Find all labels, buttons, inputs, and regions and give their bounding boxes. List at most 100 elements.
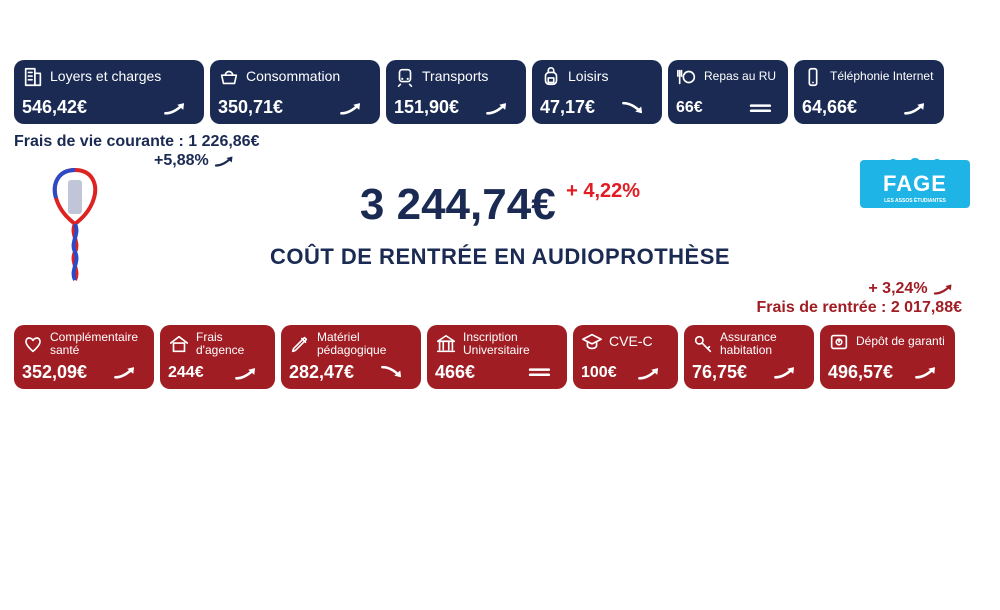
card-label: Inscription Universitaire bbox=[463, 331, 559, 357]
building-icon bbox=[22, 66, 44, 88]
center-amount-block: 3 244,74€ + 4,22% bbox=[14, 180, 986, 230]
card-label: Dépôt de garanti bbox=[856, 335, 945, 348]
card-header: CVE-C bbox=[581, 331, 670, 353]
grad-icon bbox=[581, 331, 603, 353]
card-value: 496,57€ bbox=[828, 362, 893, 383]
basket-icon bbox=[218, 66, 240, 88]
top-summary-delta: +5,88% bbox=[154, 152, 209, 169]
safe-icon bbox=[828, 331, 850, 353]
card-label: Repas au RU bbox=[704, 70, 776, 83]
card-header: Matériel pédagogique bbox=[289, 331, 413, 357]
card-value: 66€ bbox=[676, 99, 703, 117]
cost-card: Assurance habitation 76,75€ bbox=[684, 325, 814, 389]
card-value-row: 282,47€ bbox=[289, 362, 413, 383]
fage-logo: FAGE LES ASSOS ÉTUDIANTES bbox=[860, 160, 970, 208]
card-header: Loisirs bbox=[540, 66, 654, 88]
cost-card: Loyers et charges 546,42€ bbox=[14, 60, 204, 124]
card-header: Loyers et charges bbox=[22, 66, 196, 88]
backpack-icon bbox=[540, 66, 562, 88]
trend-down-icon bbox=[620, 98, 654, 118]
cost-card: CVE-C 100€ bbox=[573, 325, 678, 389]
pen-icon bbox=[289, 333, 311, 355]
trend-down-icon bbox=[379, 362, 413, 382]
card-header: Frais d'agence bbox=[168, 331, 267, 357]
bottom-summary-label: Frais de rentrée : bbox=[757, 299, 887, 316]
top-summary-value: 1 226,86€ bbox=[188, 133, 259, 150]
cost-card: Complémentaire santé 352,09€ bbox=[14, 325, 154, 389]
cost-card: Téléphonie Internet 64,66€ bbox=[794, 60, 944, 124]
card-value-row: 151,90€ bbox=[394, 97, 518, 118]
top-summary-label: Frais de vie courante : bbox=[14, 133, 184, 150]
card-header: Inscription Universitaire bbox=[435, 331, 559, 357]
trend-up-icon bbox=[213, 152, 243, 170]
card-value-row: 64,66€ bbox=[802, 97, 936, 118]
card-value-row: 546,42€ bbox=[22, 97, 196, 118]
card-label: Complémentaire santé bbox=[50, 331, 146, 357]
trend-flat-icon bbox=[746, 98, 780, 118]
cost-card: Repas au RU 66€ bbox=[668, 60, 788, 124]
card-label: Frais d'agence bbox=[196, 331, 267, 357]
card-value-row: 496,57€ bbox=[828, 362, 947, 383]
card-header: Consommation bbox=[218, 66, 372, 88]
total-amount: 3 244,74€ bbox=[360, 180, 556, 230]
card-value: 350,71€ bbox=[218, 97, 283, 118]
bottom-summary: + 3,24% Frais de rentrée : 2 017,88€ bbox=[14, 280, 986, 316]
card-value: 546,42€ bbox=[22, 97, 87, 118]
meal-icon bbox=[676, 66, 698, 88]
card-value: 244€ bbox=[168, 364, 204, 382]
card-value: 151,90€ bbox=[394, 97, 459, 118]
bank-icon bbox=[435, 333, 457, 355]
card-value-row: 352,09€ bbox=[22, 362, 146, 383]
cost-card: Consommation 350,71€ bbox=[210, 60, 380, 124]
card-header: Repas au RU bbox=[676, 66, 780, 88]
total-delta: + 4,22% bbox=[566, 180, 640, 202]
card-header: Transports bbox=[394, 66, 518, 88]
trend-up-icon bbox=[772, 362, 806, 382]
card-value-row: 466€ bbox=[435, 362, 559, 383]
cost-card: Inscription Universitaire 466€ bbox=[427, 325, 567, 389]
cost-card: Matériel pédagogique 282,47€ bbox=[281, 325, 421, 389]
phone-icon bbox=[802, 66, 824, 88]
card-label: Loisirs bbox=[568, 69, 608, 84]
fnea-logo bbox=[40, 162, 110, 282]
trend-up-icon bbox=[932, 280, 962, 298]
heart-icon bbox=[22, 333, 44, 355]
card-label: Téléphonie Internet bbox=[830, 70, 933, 83]
card-header: Complémentaire santé bbox=[22, 331, 146, 357]
card-value-row: 244€ bbox=[168, 363, 267, 383]
card-header: Assurance habitation bbox=[692, 331, 806, 357]
bottom-summary-delta: + 3,24% bbox=[868, 281, 927, 298]
card-value-row: 66€ bbox=[676, 98, 780, 118]
card-value-row: 100€ bbox=[581, 363, 670, 383]
card-value: 352,09€ bbox=[22, 362, 87, 383]
top-summary: Frais de vie courante : 1 226,86€ +5,88% bbox=[14, 132, 986, 170]
cost-card: Loisirs 47,17€ bbox=[532, 60, 662, 124]
train-icon bbox=[394, 66, 416, 88]
bottom-cards-row: Complémentaire santé 352,09€ Frais d'agenc… bbox=[0, 325, 1000, 389]
card-label: Matériel pédagogique bbox=[317, 331, 413, 357]
card-value-row: 350,71€ bbox=[218, 97, 372, 118]
card-value-row: 47,17€ bbox=[540, 97, 654, 118]
card-value: 47,17€ bbox=[540, 97, 595, 118]
cost-card: Dépôt de garanti 496,57€ bbox=[820, 325, 955, 389]
card-value: 282,47€ bbox=[289, 362, 354, 383]
top-cards-row: Loyers et charges 546,42€ Consommation 350,… bbox=[0, 60, 1000, 124]
cost-card: Frais d'agence 244€ bbox=[160, 325, 275, 389]
card-header: Dépôt de garanti bbox=[828, 331, 947, 353]
card-value: 466€ bbox=[435, 362, 475, 383]
card-value-row: 76,75€ bbox=[692, 362, 806, 383]
trend-up-icon bbox=[913, 362, 947, 382]
card-label: Transports bbox=[422, 69, 488, 84]
center-section: Frais de vie courante : 1 226,86€ +5,88%… bbox=[0, 132, 1000, 317]
house-icon bbox=[168, 333, 190, 355]
fage-sub: LES ASSOS ÉTUDIANTES bbox=[884, 198, 946, 204]
subtitle: COÛT DE RENTRÉE EN AUDIOPROTHÈSE bbox=[14, 244, 986, 270]
trend-up-icon bbox=[233, 363, 267, 383]
card-header: Téléphonie Internet bbox=[802, 66, 936, 88]
trend-up-icon bbox=[636, 363, 670, 383]
trend-up-icon bbox=[162, 98, 196, 118]
card-label: CVE-C bbox=[609, 334, 653, 349]
card-value: 76,75€ bbox=[692, 362, 747, 383]
card-label: Loyers et charges bbox=[50, 69, 161, 84]
trend-up-icon bbox=[902, 98, 936, 118]
